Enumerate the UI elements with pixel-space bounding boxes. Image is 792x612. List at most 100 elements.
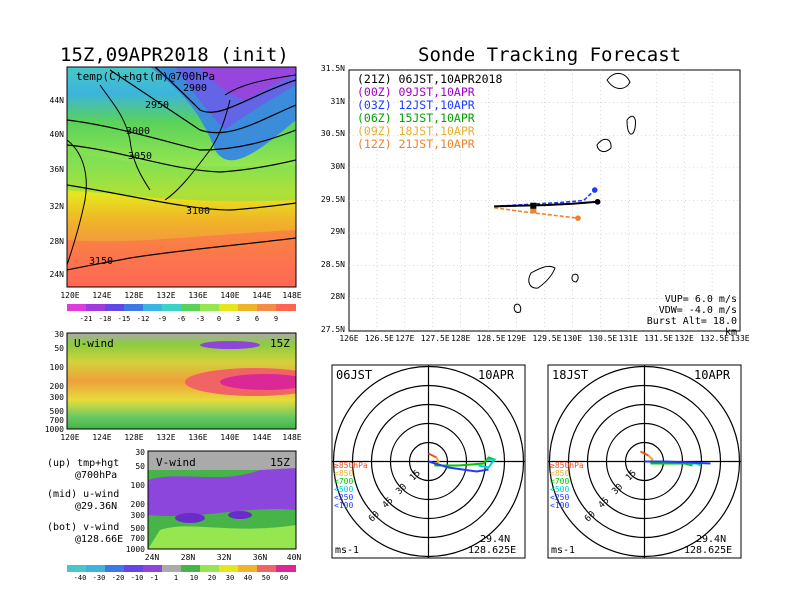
temp-cbar-label: 0 <box>217 315 221 323</box>
tracking-lat-label: 31.5N <box>320 64 345 73</box>
temp-cbar-label: 9 <box>274 315 278 323</box>
wind-cbar-label: 20 <box>208 574 216 582</box>
wind-cbar-label: -10 <box>131 574 144 582</box>
uwind-label: U-wind <box>74 337 114 350</box>
temp-cbar-label: 6 <box>255 315 259 323</box>
legend-entry: (00Z) 09JST,10APR <box>357 85 475 99</box>
track-marker <box>530 207 537 214</box>
map-lat-label: 40N <box>50 130 65 139</box>
temp-cbar-label: -15 <box>118 315 131 323</box>
map-lon-label: 132E <box>156 291 175 300</box>
hodo-trace <box>428 460 489 473</box>
contour-label-2900: 2900 <box>183 83 207 94</box>
hodo-level-label: <850 <box>334 469 354 478</box>
hodo-level-label: ≥850hPa <box>334 461 368 470</box>
vwind-y-label: 500 <box>131 524 146 533</box>
tracking-lon-label: 129.5E <box>532 334 562 343</box>
hodo-right-date: 10APR <box>694 368 731 382</box>
tracking-lon-label: 131E <box>618 334 638 343</box>
hodo-level-label: <700 <box>334 477 354 486</box>
map-lat-label: 36N <box>50 165 65 174</box>
hodo-left-time: 06JST <box>336 368 373 382</box>
tracking-lat-label: 29.5N <box>320 194 345 204</box>
tracking-lat-label: 28N <box>330 292 345 302</box>
wind-cbar-label: 40 <box>244 574 252 582</box>
hodo-left-unit: ms-1 <box>335 545 360 556</box>
vwind-field <box>148 451 296 549</box>
hodo-trace <box>478 458 497 469</box>
tracking-params: VUP= 6.0 m/s VDW= -4.0 m/s Burst Alt= 18… <box>633 294 737 338</box>
vwind-y-label: 200 <box>131 500 146 509</box>
temperature-field <box>67 67 296 287</box>
tracking-lat-label: 28.5N <box>320 259 345 269</box>
legend-entry: (06Z) 15JST,10APR <box>357 111 475 125</box>
hodo-level-label: ≥850hPa <box>550 461 584 470</box>
vwind-label: V-wind <box>156 456 196 469</box>
tracking-lon-label: 132.5E <box>700 334 729 343</box>
map-lon-label: 136E <box>188 291 207 300</box>
vwind-x-label: 36N <box>253 553 268 562</box>
tracking-lat-label: 30N <box>330 161 345 171</box>
hodo-left-level-legend: ≥850hPa <850 <700 <500 <250 <100 <box>334 462 368 510</box>
tracking-lon-label: 127E <box>395 334 415 343</box>
vwind-x-axis: 24N 28N 32N 36N 40N <box>145 553 302 562</box>
hodo-left-date: 10APR <box>478 368 515 382</box>
vwind-y-label: 30 <box>135 448 145 457</box>
tracking-panel <box>348 69 741 332</box>
track-line <box>494 189 596 208</box>
wind-cbar-label: -1 <box>150 574 158 582</box>
tracking-lon-label: 129E <box>506 334 527 343</box>
desc-mid-line1: (mid) u-wind <box>47 489 120 500</box>
vwind-y-label: 700 <box>131 534 146 543</box>
uwind-y-label: 300 <box>50 393 65 402</box>
tracking-lon-label: 127.5E <box>420 334 450 343</box>
vwind-y-label: 300 <box>131 511 146 520</box>
uwind-x-label: 124E <box>92 433 111 442</box>
contour-label-3000: 3000 <box>126 126 150 137</box>
hodo-left-lat: 29.4N <box>480 534 511 545</box>
tracking-lon-label: 128.5E <box>476 334 506 343</box>
tracking-lon-label: 130.5E <box>588 334 618 343</box>
uwind-y-label: 500 <box>50 407 65 416</box>
tracking-legend: (21Z) 06JST,10APR2018 (00Z) 09JST,10APR … <box>357 73 502 151</box>
track-endpoint <box>594 199 601 205</box>
vup-text: VUP= 6.0 m/s <box>664 294 737 305</box>
temp-cbar-label: -9 <box>158 315 166 323</box>
wind-cbar-label: 60 <box>280 574 288 582</box>
tracking-lat-label: 30.5N <box>320 129 345 139</box>
hodo-level-label: <100 <box>550 501 570 510</box>
tracking-lat-label: 27.5N <box>320 325 345 334</box>
wind-cbar-label: -20 <box>112 574 125 582</box>
uwind-x-label: 148E <box>282 433 301 442</box>
uwind-field <box>67 333 296 429</box>
wind-colorbar: -40 -30 -20 -10 -1 1 10 20 30 40 50 60 <box>67 565 296 582</box>
hodo-right-time: 18JST <box>552 368 589 382</box>
hodo-level-label: <250 <box>334 493 354 502</box>
wind-cbar-label: 10 <box>190 574 198 582</box>
contour-label-2950: 2950 <box>145 100 169 111</box>
hodo-right-unit: ms-1 <box>551 545 576 556</box>
tracking-lon-label: 128E <box>451 334 471 343</box>
hodo-trace <box>644 460 711 465</box>
uwind-x-label: 132E <box>156 433 175 442</box>
vwind-y-axis: 30 50 100 200 300 500 700 1000 <box>126 448 145 554</box>
map-panel-label: temp(C)+hgt(m)@700hPa <box>76 70 215 83</box>
map-lon-axis: 120E 124E 128E 132E 136E 140E 144E 148E <box>60 291 301 300</box>
track-endpoint <box>591 187 598 193</box>
map-lat-label: 28N <box>50 237 65 246</box>
contour-label-3100: 3100 <box>186 206 210 217</box>
temp-cbar-label: -6 <box>177 315 185 323</box>
uwind-x-label: 120E <box>60 433 79 442</box>
temp-cbar-label: 3 <box>236 315 240 323</box>
uwind-y-label: 200 <box>50 382 65 391</box>
map-lat-axis: 44N 40N 36N 32N 28N 24N <box>50 96 65 279</box>
map-lon-label: 140E <box>220 291 239 300</box>
hodo-right-lat: 29.4N <box>696 534 727 545</box>
legend-entry: (03Z) 12JST,10APR <box>357 98 475 112</box>
hodo-trace <box>640 450 649 457</box>
uwind-x-label: 140E <box>220 433 239 442</box>
desc-bot-line2: @128.66E <box>75 534 124 545</box>
